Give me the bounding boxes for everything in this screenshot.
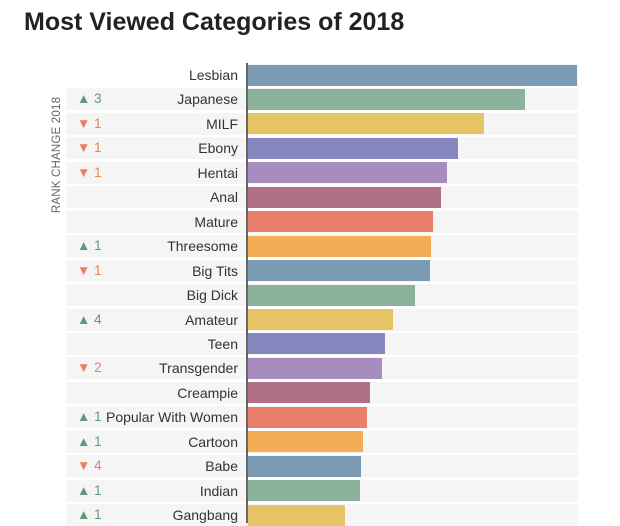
bar[interactable]	[248, 186, 442, 208]
rank-change-label: ▲ 3	[77, 91, 102, 107]
rank-change-label: ▲ 1	[77, 482, 102, 498]
rank-change-label: ▼ 1	[77, 262, 102, 278]
category-label: Amateur	[185, 311, 238, 328]
category-label: Anal	[209, 189, 238, 206]
category-label: Big Dick	[186, 287, 238, 304]
category-label: Creampie	[177, 384, 238, 401]
category-label: Japanese	[177, 91, 238, 108]
bar[interactable]	[248, 357, 382, 379]
category-label: Hentai	[197, 164, 238, 181]
bar[interactable]	[248, 504, 346, 526]
bar[interactable]	[248, 64, 577, 86]
category-label: Threesome	[167, 238, 238, 255]
bar[interactable]	[248, 235, 431, 257]
chart-title: Most Viewed Categories of 2018	[24, 8, 405, 36]
rank-change-label: ▼ 2	[77, 360, 102, 376]
rank-change-label: ▲ 4	[77, 311, 102, 327]
bar[interactable]	[248, 162, 448, 184]
category-label: Indian	[199, 482, 238, 499]
category-label: Ebony	[198, 140, 238, 157]
bar[interactable]	[248, 309, 394, 330]
bar[interactable]	[248, 88, 526, 110]
rank-change-label: ▲ 1	[77, 507, 102, 523]
rank-change-label: ▼ 4	[77, 458, 102, 474]
bar[interactable]	[248, 113, 484, 135]
category-label: Babe	[205, 458, 238, 475]
rank-change-label: ▼ 1	[77, 115, 102, 131]
rank-change-label: ▲ 1	[77, 238, 102, 254]
category-label: Big Tits	[192, 262, 238, 279]
category-label: Transgender	[159, 360, 238, 377]
rank-change-label: ▼ 1	[77, 164, 102, 180]
category-label: Gangbang	[172, 507, 238, 524]
bar[interactable]	[248, 406, 368, 428]
bar[interactable]	[248, 284, 416, 306]
category-label: Mature	[194, 213, 238, 230]
category-label: Cartoon	[188, 433, 238, 450]
bar[interactable]	[248, 333, 385, 355]
category-label: Popular With Women	[105, 409, 238, 426]
rank-change-label: ▼ 1	[77, 140, 102, 156]
bar[interactable]	[248, 480, 360, 502]
rank-change-label: ▲ 1	[77, 433, 102, 449]
bar[interactable]	[248, 455, 361, 477]
bar[interactable]	[248, 382, 371, 404]
rank-change-label: ▲ 1	[77, 409, 102, 425]
bar[interactable]	[248, 137, 458, 159]
y-axis-line	[246, 63, 248, 523]
category-label: Lesbian	[188, 67, 238, 83]
bar[interactable]	[248, 260, 430, 282]
bar[interactable]	[248, 211, 433, 233]
category-label: Teen	[207, 335, 238, 352]
bar-chart: Lesbian Japanese ▲ 3 MILF ▼ 1 Ebony ▼ 1 Hentai ▼…	[66, 64, 578, 526]
bar[interactable]	[248, 431, 364, 453]
category-label: MILF	[206, 115, 238, 132]
